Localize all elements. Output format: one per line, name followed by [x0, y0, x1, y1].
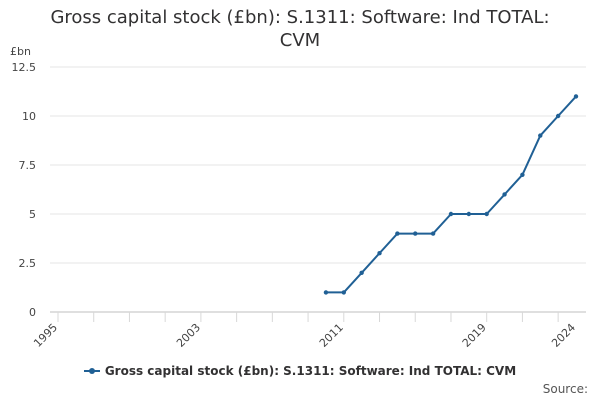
data-point[interactable]: [502, 192, 507, 197]
data-point[interactable]: [466, 211, 472, 217]
source-label: Source:: [542, 382, 588, 396]
data-point[interactable]: [377, 251, 382, 256]
data-point[interactable]: [395, 231, 400, 236]
x-tick-label: 2024: [549, 321, 578, 350]
data-point[interactable]: [341, 290, 346, 295]
axes: 0 2.5 5 7.5 10 12.5 1995 2003 2011 2019 2024: [12, 61, 586, 350]
y-tick-label: 12.5: [12, 61, 37, 74]
y-tick-label: 7.5: [19, 159, 37, 172]
chart-title-line-1: Gross capital stock (£bn): S.1311: Softw…: [50, 7, 550, 28]
y-tick-label: 10: [22, 110, 36, 123]
data-point[interactable]: [448, 211, 454, 217]
data-point[interactable]: [555, 113, 561, 119]
legend: Gross capital stock (£bn): S.1311: Softw…: [0, 364, 600, 379]
legend-marker-icon: [88, 368, 95, 374]
data-point[interactable]: [573, 94, 579, 99]
data-point[interactable]: [484, 211, 489, 217]
data-point[interactable]: [430, 231, 436, 236]
y-tick-label: 2.5: [19, 257, 37, 270]
x-tick-label: 2019: [460, 321, 489, 350]
legend-item[interactable]: Gross capital stock (£bn): S.1311: Softw…: [83, 364, 517, 378]
y-tick-label: 0: [29, 306, 36, 319]
data-point[interactable]: [538, 133, 543, 138]
chart-title: Gross capital stock (£bn): S.1311: Softw…: [0, 6, 600, 52]
chart-title-line-2: CVM: [279, 30, 321, 51]
gridlines: [50, 66, 586, 264]
legend-swatch-icon: [83, 366, 100, 376]
x-tick-label: 2011: [317, 321, 346, 350]
y-tick-label: 5: [29, 208, 36, 221]
y-axis-unit-label: £bn: [10, 45, 31, 58]
data-point[interactable]: [323, 290, 329, 295]
x-tick-label: 2003: [174, 321, 203, 350]
series-layer: [323, 94, 579, 295]
data-point[interactable]: [413, 231, 418, 236]
data-point[interactable]: [520, 172, 525, 177]
data-point[interactable]: [359, 270, 364, 275]
legend-label: Gross capital stock (£bn): S.1311: Softw…: [104, 364, 517, 378]
x-tick-label: 1995: [31, 321, 60, 350]
